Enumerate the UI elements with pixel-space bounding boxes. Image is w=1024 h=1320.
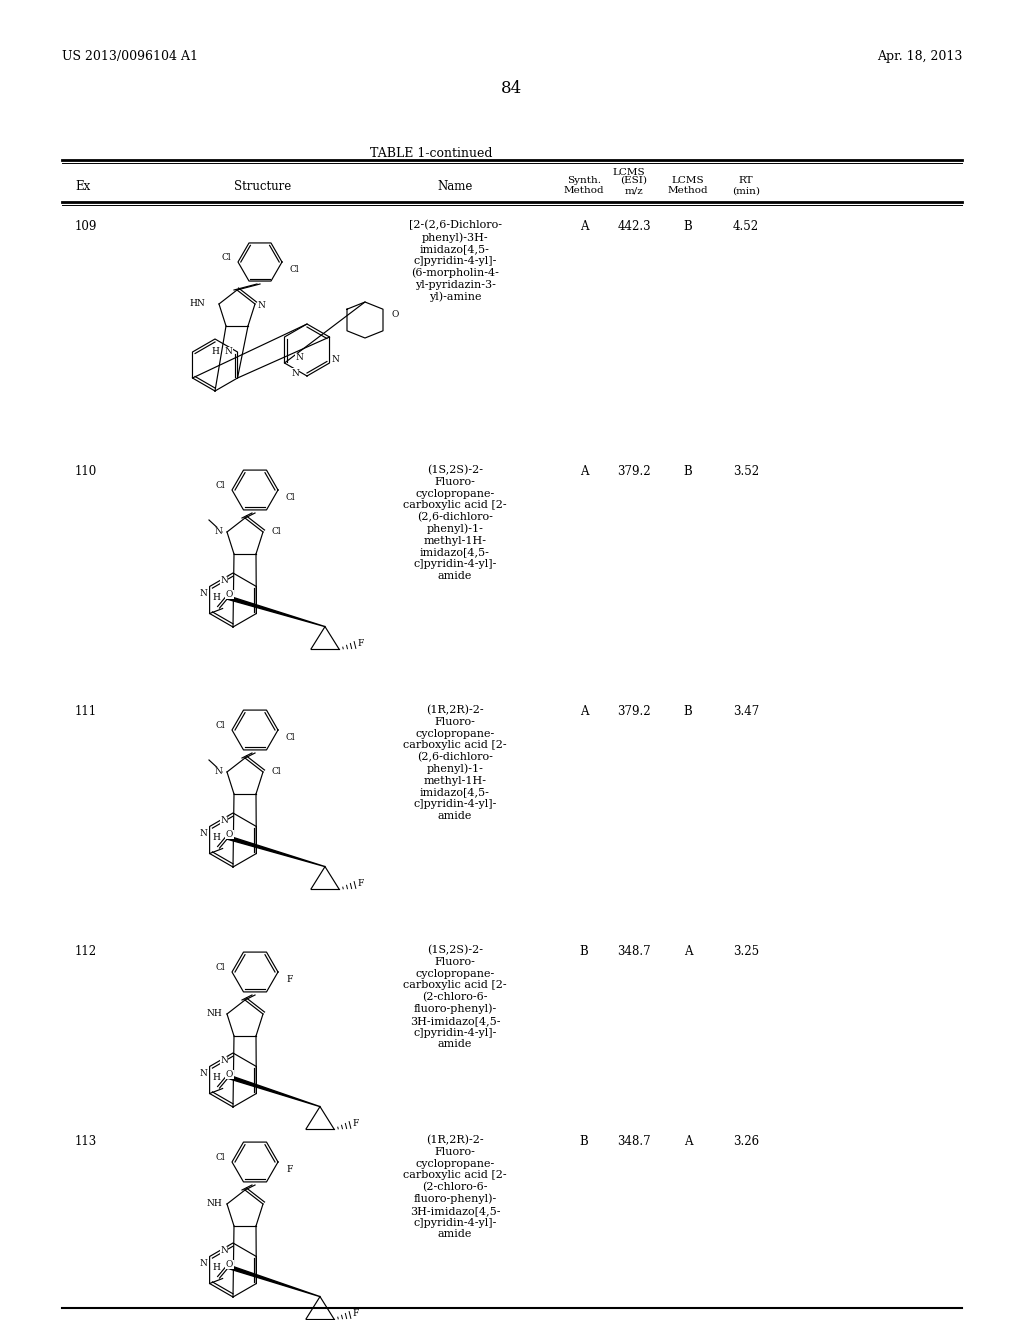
Text: LCMS: LCMS xyxy=(612,168,645,177)
Text: N: N xyxy=(296,354,303,363)
Text: N: N xyxy=(200,1068,208,1077)
Text: Structure: Structure xyxy=(234,180,292,193)
Text: Apr. 18, 2013: Apr. 18, 2013 xyxy=(877,50,962,63)
Text: NH: NH xyxy=(206,1200,222,1209)
Text: 84: 84 xyxy=(502,81,522,96)
Text: N: N xyxy=(258,301,266,310)
Text: Cl: Cl xyxy=(221,253,230,263)
Text: Name: Name xyxy=(437,180,473,193)
Text: F: F xyxy=(352,1309,358,1319)
Text: N: N xyxy=(224,347,232,356)
Text: A: A xyxy=(580,705,588,718)
Text: US 2013/0096104 A1: US 2013/0096104 A1 xyxy=(62,50,198,63)
Text: O: O xyxy=(391,310,398,319)
Text: N: N xyxy=(200,829,208,837)
Text: [2-(2,6-Dichloro-
phenyl)-3H-
imidazo[4,5-
c]pyridin-4-yl]-
(6-morpholin-4-
yl-p: [2-(2,6-Dichloro- phenyl)-3H- imidazo[4,… xyxy=(409,220,502,302)
Text: F: F xyxy=(286,975,293,985)
Text: B: B xyxy=(684,705,692,718)
Text: HN: HN xyxy=(189,300,205,309)
Text: Cl: Cl xyxy=(286,734,296,742)
Text: A: A xyxy=(684,1135,692,1148)
Text: Cl: Cl xyxy=(271,528,281,536)
Text: N: N xyxy=(214,767,222,776)
Polygon shape xyxy=(227,836,325,867)
Text: (1S,2S)-2-
Fluoro-
cyclopropane-
carboxylic acid [2-
(2,6-dichloro-
phenyl)-1-
m: (1S,2S)-2- Fluoro- cyclopropane- carboxy… xyxy=(403,465,507,581)
Text: 379.2: 379.2 xyxy=(617,705,651,718)
Text: A: A xyxy=(580,220,588,234)
Polygon shape xyxy=(227,595,325,627)
Text: 348.7: 348.7 xyxy=(617,945,651,958)
Text: 109: 109 xyxy=(75,220,97,234)
Text: F: F xyxy=(352,1119,358,1129)
Text: A: A xyxy=(580,465,588,478)
Text: O: O xyxy=(226,1261,233,1269)
Text: LCMS
Method: LCMS Method xyxy=(668,176,709,195)
Text: Ex: Ex xyxy=(75,180,90,193)
Text: NH: NH xyxy=(206,1010,222,1019)
Text: 3.25: 3.25 xyxy=(733,945,759,958)
Text: N: N xyxy=(200,1258,208,1267)
Text: H: H xyxy=(213,833,220,842)
Text: O: O xyxy=(226,1071,233,1078)
Text: (ESI)
m/z: (ESI) m/z xyxy=(621,176,647,195)
Text: H: H xyxy=(211,347,219,356)
Text: 111: 111 xyxy=(75,705,97,718)
Text: Synth.
Method: Synth. Method xyxy=(563,176,604,195)
Text: N: N xyxy=(220,1246,228,1255)
Text: (1S,2S)-2-
Fluoro-
cyclopropane-
carboxylic acid [2-
(2-chloro-6-
fluoro-phenyl): (1S,2S)-2- Fluoro- cyclopropane- carboxy… xyxy=(403,945,507,1049)
Text: Cl: Cl xyxy=(290,265,300,275)
Text: H: H xyxy=(213,1262,220,1271)
Text: Cl: Cl xyxy=(271,767,281,776)
Text: 442.3: 442.3 xyxy=(617,220,651,234)
Text: 3.26: 3.26 xyxy=(733,1135,759,1148)
Polygon shape xyxy=(227,1265,319,1296)
Text: N: N xyxy=(291,368,299,378)
Text: N: N xyxy=(200,589,208,598)
Text: O: O xyxy=(226,830,233,840)
Text: B: B xyxy=(580,945,589,958)
Text: O: O xyxy=(226,590,233,599)
Text: B: B xyxy=(580,1135,589,1148)
Text: 348.7: 348.7 xyxy=(617,1135,651,1148)
Text: Cl: Cl xyxy=(215,964,225,973)
Text: N: N xyxy=(220,816,228,825)
Text: 4.52: 4.52 xyxy=(733,220,759,234)
Text: Cl: Cl xyxy=(286,494,296,503)
Text: F: F xyxy=(357,639,364,648)
Text: 110: 110 xyxy=(75,465,97,478)
Polygon shape xyxy=(227,1074,319,1106)
Text: N: N xyxy=(220,1056,228,1065)
Text: B: B xyxy=(684,465,692,478)
Text: H: H xyxy=(213,593,220,602)
Text: RT
(min): RT (min) xyxy=(732,176,760,195)
Text: N: N xyxy=(332,355,339,364)
Text: (1R,2R)-2-
Fluoro-
cyclopropane-
carboxylic acid [2-
(2,6-dichloro-
phenyl)-1-
m: (1R,2R)-2- Fluoro- cyclopropane- carboxy… xyxy=(403,705,507,821)
Text: (1R,2R)-2-
Fluoro-
cyclopropane-
carboxylic acid [2-
(2-chloro-6-
fluoro-phenyl): (1R,2R)-2- Fluoro- cyclopropane- carboxy… xyxy=(403,1135,507,1239)
Text: H: H xyxy=(213,1072,220,1081)
Text: N: N xyxy=(220,576,228,585)
Text: 3.52: 3.52 xyxy=(733,465,759,478)
Text: Cl: Cl xyxy=(215,482,225,491)
Text: Cl: Cl xyxy=(215,1154,225,1163)
Text: TABLE 1-continued: TABLE 1-continued xyxy=(370,147,493,160)
Text: F: F xyxy=(286,1166,293,1175)
Text: N: N xyxy=(214,528,222,536)
Text: B: B xyxy=(684,220,692,234)
Text: 379.2: 379.2 xyxy=(617,465,651,478)
Text: 3.47: 3.47 xyxy=(733,705,759,718)
Text: F: F xyxy=(357,879,364,888)
Text: Cl: Cl xyxy=(215,722,225,730)
Text: A: A xyxy=(684,945,692,958)
Text: 113: 113 xyxy=(75,1135,97,1148)
Text: 112: 112 xyxy=(75,945,97,958)
